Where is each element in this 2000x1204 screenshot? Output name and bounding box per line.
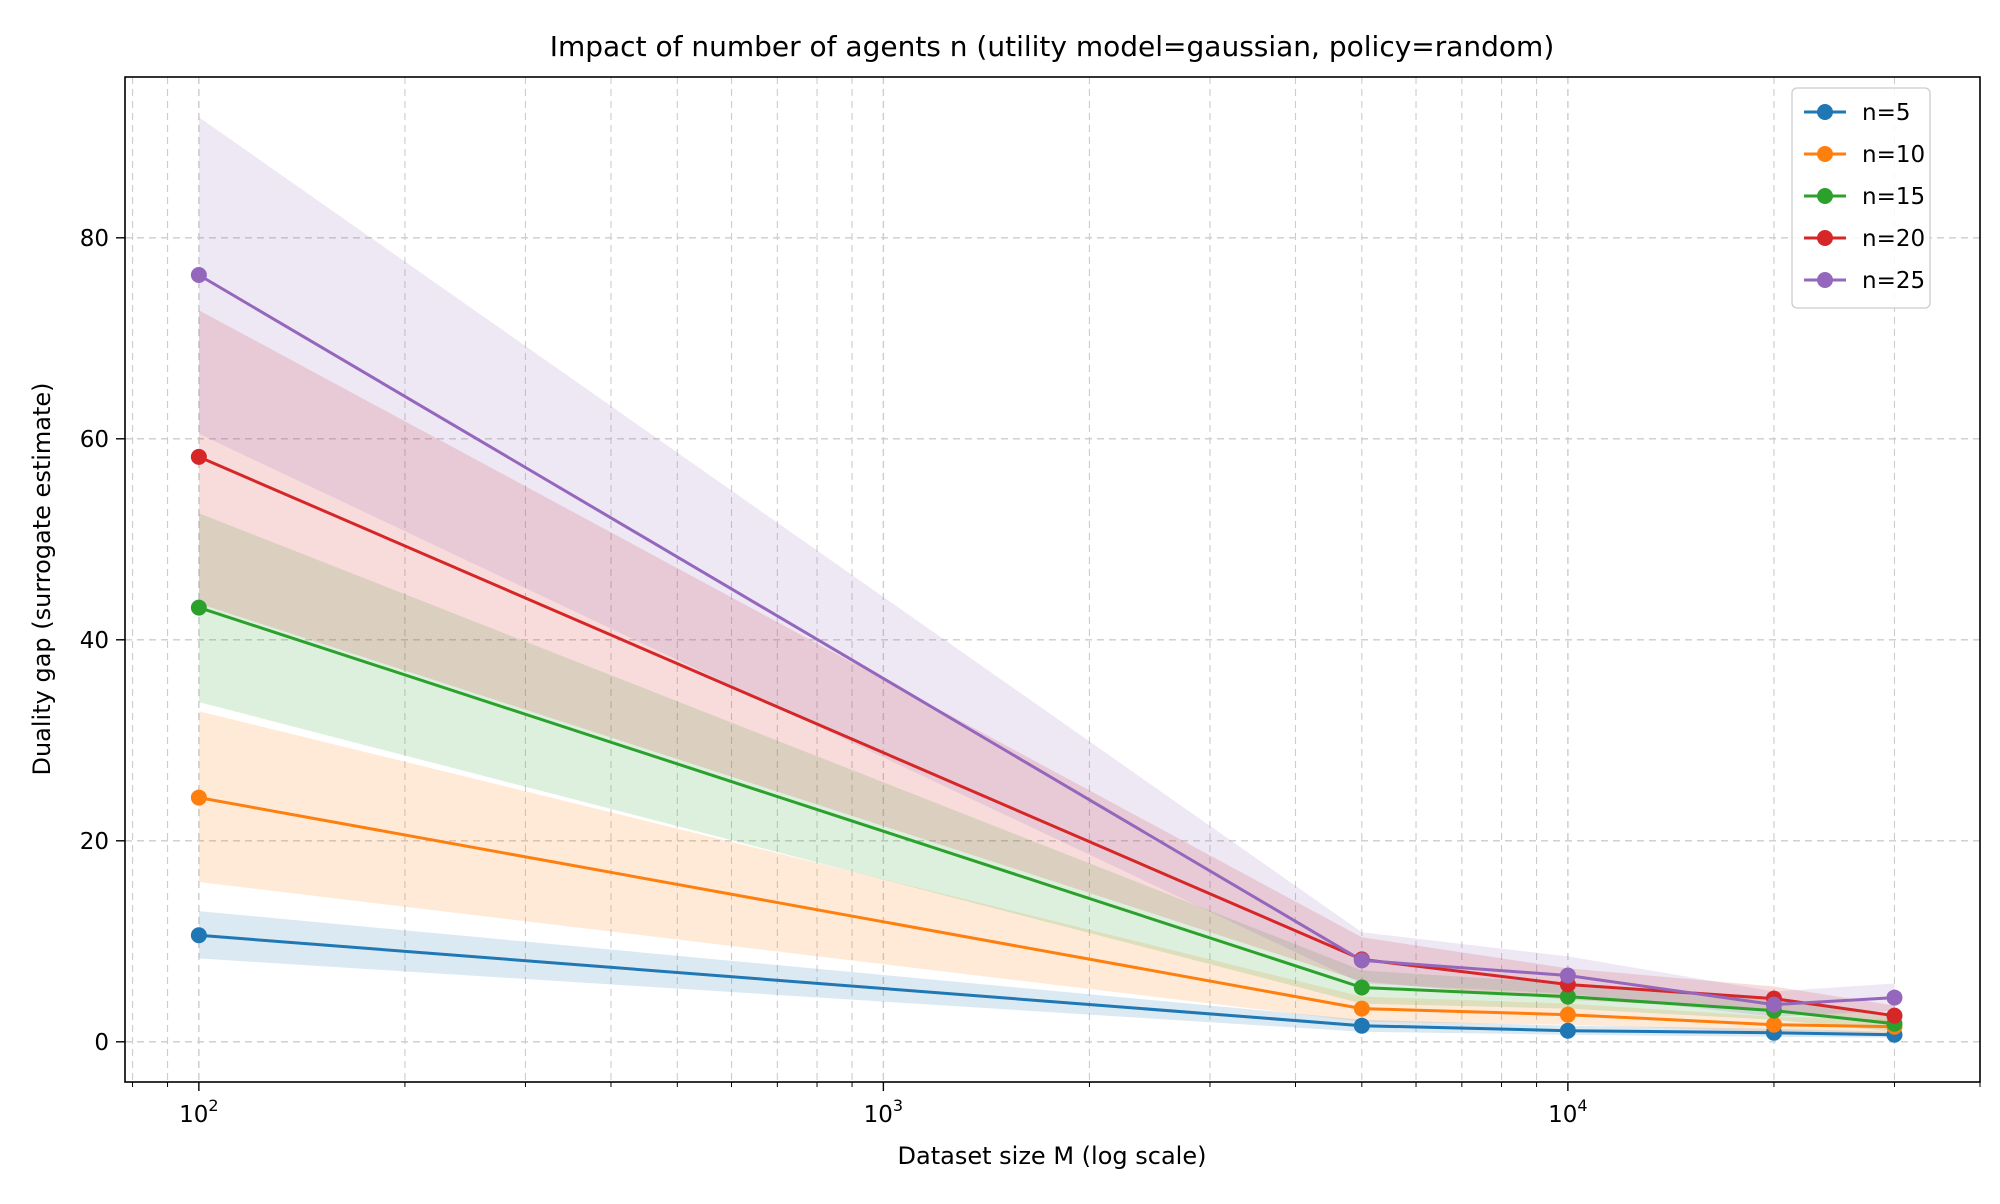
point-n=20 [1886,1007,1903,1024]
point-n=15 [1559,988,1576,1005]
point-n=25 [1353,952,1370,969]
point-n=20 [190,448,207,465]
point-n=10 [190,789,207,806]
y-axis-label: Duality gap (surrogate estimate) [28,382,56,775]
point-n=10 [1559,1006,1576,1023]
legend-marker-n=10 [1817,146,1833,162]
band-n=5 [198,911,1895,1038]
legend-marker-n=5 [1817,104,1833,120]
x-tick-label: 103 [864,1096,903,1128]
grid-lines [125,77,1981,1082]
point-n=25 [1886,989,1903,1006]
point-n=15 [190,599,207,616]
legend: n=5 n=10 n=15 n=20 n=25 [1791,87,1931,309]
band-n=25 [198,117,1895,1017]
y-tick-label: 80 [80,226,109,252]
y-tick-label: 40 [80,628,109,654]
y-tick-label: 20 [80,829,109,855]
point-n=25 [190,266,207,283]
legend-marker-n=20 [1817,230,1833,246]
legend-label: n=20 [1862,226,1925,252]
point-n=10 [1765,1016,1782,1033]
band-n=20 [198,310,1895,1026]
chart-title: Impact of number of agents n (utility mo… [550,30,1555,63]
legend-label: n=10 [1862,142,1925,168]
x-tick-label: 104 [1548,1096,1587,1128]
point-n=25 [1559,967,1576,984]
point-n=5 [190,927,207,944]
axis-ticks: 0 20 40 60 80 102 103 104 [80,226,1981,1128]
y-tick-label: 60 [80,427,109,453]
legend-marker-n=25 [1817,272,1833,288]
legend-box [1791,87,1931,309]
point-n=5 [1353,1017,1370,1034]
point-n=10 [1353,1000,1370,1017]
legend-label: n=15 [1862,184,1925,210]
confidence-bands [198,117,1895,1038]
legend-label: n=25 [1862,268,1925,294]
point-n=5 [1559,1022,1576,1039]
y-tick-label: 0 [94,1030,109,1056]
legend-marker-n=15 [1817,188,1833,204]
point-n=15 [1353,979,1370,996]
plot-frame [124,76,1981,1083]
series-points [190,266,1903,1043]
x-tick-label: 102 [179,1096,218,1128]
x-axis-label: Dataset size M (log scale) [898,1142,1207,1170]
point-n=25 [1765,996,1782,1013]
band-n=10 [198,711,1895,1034]
band-n=15 [198,513,1895,1032]
legend-label: n=5 [1862,100,1910,126]
